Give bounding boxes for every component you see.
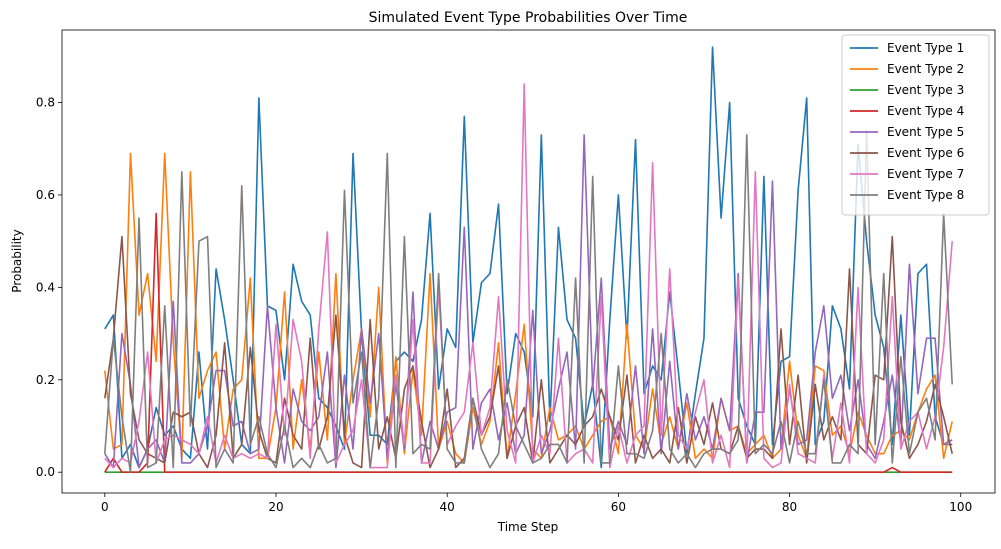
x-tick-label: 40	[440, 500, 455, 514]
y-tick-label: 0.4	[36, 280, 55, 294]
y-tick-label: 0.2	[36, 373, 55, 387]
series-line-6	[104, 235, 953, 469]
series-line-8	[104, 129, 953, 474]
legend-entry: Event Type 3	[887, 83, 964, 97]
x-tick-label: 60	[611, 500, 626, 514]
legend-box	[841, 34, 990, 216]
legend-entry: Event Type 6	[887, 146, 964, 160]
y-tick-label: 0.8	[36, 96, 55, 110]
x-tick-label: 20	[268, 500, 283, 514]
x-axis-label: Time Step	[497, 520, 559, 534]
chart-title: Simulated Event Type Probabilities Over …	[369, 10, 688, 26]
series-layer	[104, 46, 953, 474]
series-line-4	[104, 212, 953, 474]
legend-entry: Event Type 4	[887, 104, 964, 118]
x-axis: 0 20 40 60 80 100	[101, 493, 972, 514]
y-tick-label: 0.0	[36, 465, 55, 479]
y-axis-label: Probability	[10, 229, 24, 292]
y-axis: 0.0 0.2 0.4 0.6 0.8	[36, 96, 62, 479]
legend: Event Type 1 Event Type 2 Event Type 3 Even…	[841, 34, 990, 216]
plot-frame	[61, 29, 996, 494]
legend-entry: Event Type 8	[887, 188, 964, 202]
legend-entry: Event Type 7	[887, 167, 964, 181]
series-line-5	[104, 134, 953, 469]
x-tick-label: 100	[949, 500, 972, 514]
legend-entry: Event Type 5	[887, 125, 964, 139]
legend-entry: Event Type 2	[887, 62, 964, 76]
series-line-7	[104, 83, 953, 469]
x-tick-label: 0	[101, 500, 109, 514]
legend-entry: Event Type 1	[887, 41, 964, 55]
x-tick-label: 80	[782, 500, 797, 514]
y-tick-label: 0.6	[36, 188, 55, 202]
